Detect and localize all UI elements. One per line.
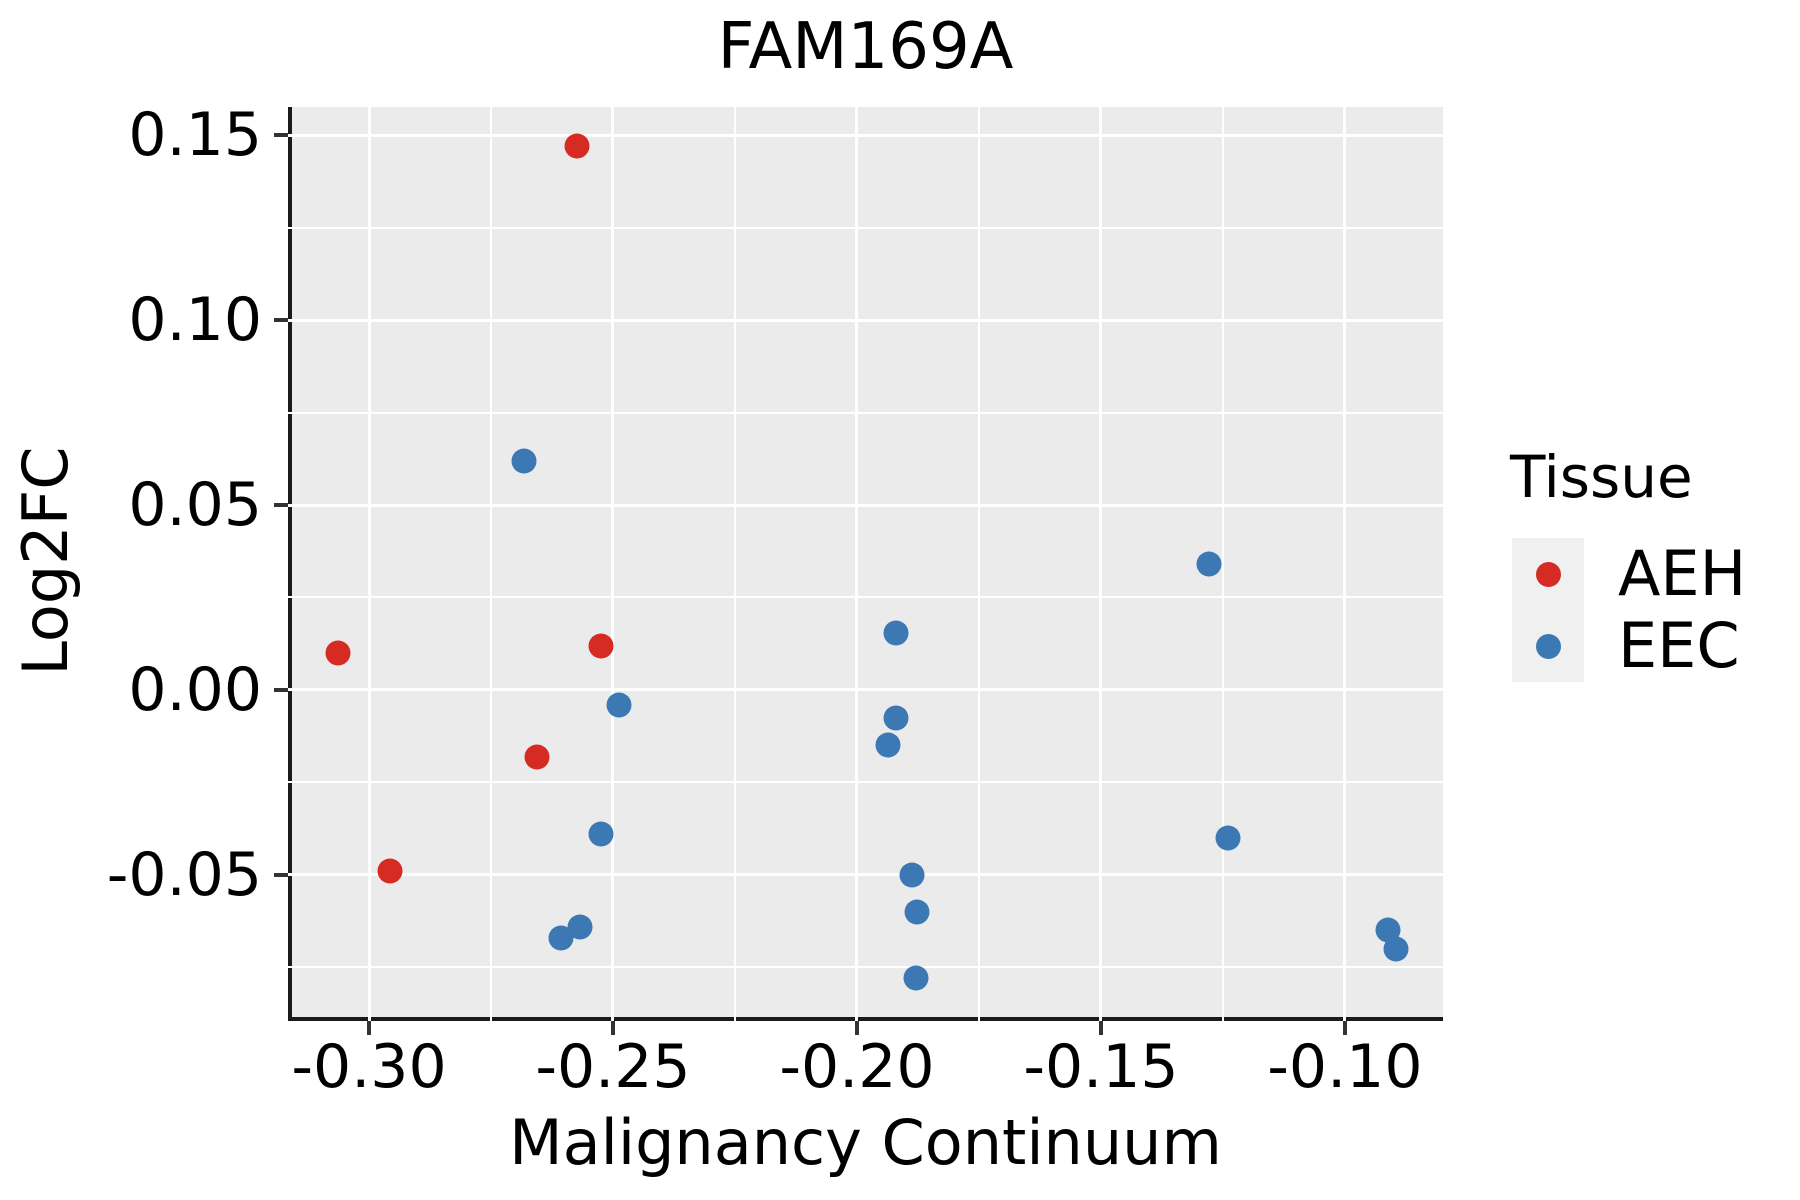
x-tick-mark [610, 1021, 615, 1035]
x-tick-label: -0.10 [1267, 1032, 1423, 1102]
data-point-eec [511, 448, 537, 474]
legend-entry-aeh: AEH [1512, 538, 1746, 610]
gridline-y-major [288, 133, 1443, 137]
y-tick-mark [274, 503, 288, 507]
gridline-x-minor [489, 107, 492, 1021]
data-point-eec [883, 705, 908, 731]
x-tick-label: -0.20 [779, 1032, 935, 1102]
data-point-aeh [564, 133, 590, 159]
data-point-eec [899, 862, 925, 888]
y-tick-label: 0.15 [128, 100, 262, 171]
gridline-y-major [288, 503, 1443, 507]
data-point-eec [588, 821, 614, 847]
aeh-marker-icon [1535, 561, 1561, 587]
gridline-y-major [288, 873, 1443, 877]
x-tick-label: -0.30 [291, 1032, 447, 1102]
gridline-x-minor [977, 107, 980, 1021]
plot-panel [288, 107, 1443, 1021]
eec-marker-icon [1535, 633, 1561, 659]
gridline-y-major [288, 318, 1443, 322]
legend-label-aeh: AEH [1618, 537, 1747, 610]
y-tick-mark [274, 133, 288, 138]
gridline-y-minor [288, 966, 1443, 969]
x-tick-label: -0.15 [1023, 1032, 1179, 1102]
y-tick-mark [274, 687, 288, 692]
data-point-aeh [588, 633, 614, 659]
gridline-y-minor [288, 226, 1443, 229]
data-point-eec [1196, 551, 1222, 577]
gridline-x-minor [1221, 107, 1224, 1021]
data-point-eec [606, 692, 632, 718]
data-point-aeh [325, 640, 351, 666]
chart-title: FAM169A [717, 10, 1014, 84]
data-point-aeh [377, 858, 403, 884]
gridline-y-minor [288, 411, 1443, 414]
gridline-x-major [1343, 107, 1347, 1021]
x-tick-mark [1098, 1021, 1103, 1035]
legend-entry-eec: EEC [1512, 610, 1746, 682]
y-tick-label: 0.00 [128, 654, 262, 725]
legend-label-eec: EEC [1618, 609, 1740, 682]
x-tick-mark [1342, 1021, 1347, 1035]
gridline-x-minor [733, 107, 736, 1021]
data-point-aeh [524, 744, 550, 770]
data-point-eec [904, 899, 930, 925]
gridline-x-major [611, 107, 615, 1021]
x-tick-label: -0.25 [535, 1032, 691, 1102]
x-tick-mark [367, 1021, 371, 1035]
x-tick-mark [854, 1021, 859, 1035]
data-point-eec [1383, 936, 1409, 962]
y-axis-label: Log2FC [9, 446, 82, 676]
data-point-eec [883, 620, 908, 646]
y-tick-mark [274, 318, 288, 323]
gridline-x-major [1099, 107, 1103, 1021]
legend-key-eec [1512, 610, 1584, 682]
legend-title: Tissue [1510, 443, 1693, 511]
gridline-y-major [288, 688, 1443, 692]
y-tick-label: 0.05 [128, 470, 262, 540]
y-tick-label: -0.05 [106, 839, 262, 910]
gridline-x-major [367, 107, 371, 1021]
data-point-eec [567, 914, 593, 940]
data-point-eec [1215, 825, 1241, 851]
data-point-eec [875, 732, 901, 758]
gridline-x-major [855, 107, 859, 1021]
x-axis-label: Malignancy Continuum [509, 1106, 1222, 1179]
y-tick-mark [274, 872, 288, 877]
y-tick-label: 0.10 [128, 285, 262, 356]
gridline-y-minor [288, 781, 1443, 784]
legend-key-aeh [1512, 538, 1584, 610]
data-point-eec [903, 965, 929, 991]
legend: Tissue AEH EEC [1510, 446, 1746, 682]
gridline-y-minor [288, 596, 1443, 599]
